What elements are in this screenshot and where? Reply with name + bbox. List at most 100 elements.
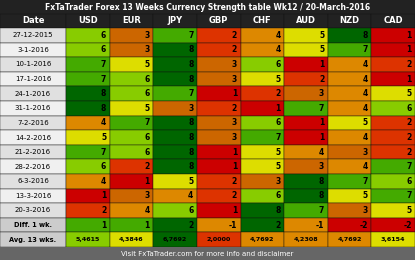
Text: 4,3846: 4,3846: [119, 237, 144, 242]
Text: 2: 2: [406, 133, 412, 142]
Bar: [241, 86, 284, 101]
Bar: [371, 203, 415, 218]
Text: 2: 2: [232, 31, 237, 40]
Text: 4: 4: [363, 75, 368, 84]
Text: 2: 2: [319, 75, 324, 84]
Text: -2: -2: [359, 220, 368, 230]
Bar: [241, 145, 284, 159]
Text: Date: Date: [22, 16, 44, 25]
Text: 2: 2: [101, 206, 106, 215]
Text: 7: 7: [101, 148, 106, 157]
Text: 1: 1: [319, 60, 324, 69]
Bar: [153, 28, 197, 43]
Text: 2: 2: [276, 220, 281, 230]
Bar: [241, 174, 284, 188]
Bar: [0, 0, 415, 14]
Bar: [153, 14, 197, 28]
Text: 6,7692: 6,7692: [163, 237, 187, 242]
Bar: [153, 145, 197, 159]
Bar: [0, 116, 66, 130]
Bar: [241, 14, 284, 28]
Text: 4: 4: [363, 60, 368, 69]
Bar: [197, 86, 241, 101]
Text: -1: -1: [316, 220, 324, 230]
Bar: [0, 101, 66, 116]
Bar: [153, 101, 197, 116]
Bar: [66, 145, 110, 159]
Text: 4: 4: [276, 31, 281, 40]
Bar: [153, 130, 197, 145]
Text: 3: 3: [232, 75, 237, 84]
Bar: [110, 145, 153, 159]
Bar: [197, 203, 241, 218]
Bar: [371, 14, 415, 28]
Text: 10-1-2016: 10-1-2016: [15, 62, 51, 68]
Text: 7: 7: [144, 118, 150, 127]
Text: 4: 4: [363, 89, 368, 98]
Text: 8: 8: [188, 118, 193, 127]
Text: 27-12-2015: 27-12-2015: [13, 32, 53, 38]
Text: 8: 8: [188, 148, 193, 157]
Text: 7: 7: [406, 191, 412, 200]
Bar: [66, 86, 110, 101]
Bar: [284, 203, 328, 218]
Text: 1: 1: [319, 118, 324, 127]
Bar: [284, 130, 328, 145]
Text: 6: 6: [144, 133, 150, 142]
Text: 8: 8: [188, 46, 193, 54]
Bar: [66, 232, 110, 247]
Bar: [328, 43, 371, 57]
Text: 6: 6: [406, 104, 412, 113]
Text: 4: 4: [101, 177, 106, 186]
Text: 8: 8: [188, 60, 193, 69]
Text: 6: 6: [276, 191, 281, 200]
Text: 2: 2: [144, 162, 150, 171]
Bar: [153, 218, 197, 232]
Text: 7: 7: [363, 177, 368, 186]
Text: 5: 5: [276, 148, 281, 157]
Bar: [284, 188, 328, 203]
Bar: [0, 72, 66, 86]
Bar: [328, 188, 371, 203]
Bar: [328, 101, 371, 116]
Text: 7: 7: [188, 31, 193, 40]
Text: 3: 3: [363, 206, 368, 215]
Bar: [66, 43, 110, 57]
Text: 6-3-2016: 6-3-2016: [17, 178, 49, 184]
Bar: [371, 116, 415, 130]
Text: 7-2-2016: 7-2-2016: [17, 120, 49, 126]
Bar: [0, 86, 66, 101]
Bar: [197, 72, 241, 86]
Bar: [110, 86, 153, 101]
Text: 1: 1: [406, 31, 412, 40]
Text: 21-2-2016: 21-2-2016: [15, 149, 51, 155]
Text: 6: 6: [101, 46, 106, 54]
Text: CHF: CHF: [253, 16, 272, 25]
Text: 1: 1: [101, 191, 106, 200]
Text: 1: 1: [406, 75, 412, 84]
Text: 3: 3: [144, 46, 150, 54]
Text: -2: -2: [403, 220, 412, 230]
Text: 4: 4: [363, 162, 368, 171]
Bar: [66, 101, 110, 116]
Text: 8: 8: [319, 191, 324, 200]
Text: 6: 6: [144, 89, 150, 98]
Text: 3: 3: [319, 162, 324, 171]
Text: 2: 2: [232, 46, 237, 54]
Bar: [0, 247, 415, 260]
Bar: [284, 14, 328, 28]
Bar: [110, 14, 153, 28]
Text: 1: 1: [232, 206, 237, 215]
Text: 3: 3: [144, 191, 150, 200]
Text: 4: 4: [363, 104, 368, 113]
Bar: [153, 174, 197, 188]
Text: 5: 5: [406, 206, 412, 215]
Bar: [328, 86, 371, 101]
Bar: [110, 43, 153, 57]
Text: USD: USD: [78, 16, 98, 25]
Bar: [328, 130, 371, 145]
Text: 1: 1: [144, 177, 150, 186]
Bar: [284, 86, 328, 101]
Text: 8: 8: [188, 75, 193, 84]
Bar: [371, 28, 415, 43]
